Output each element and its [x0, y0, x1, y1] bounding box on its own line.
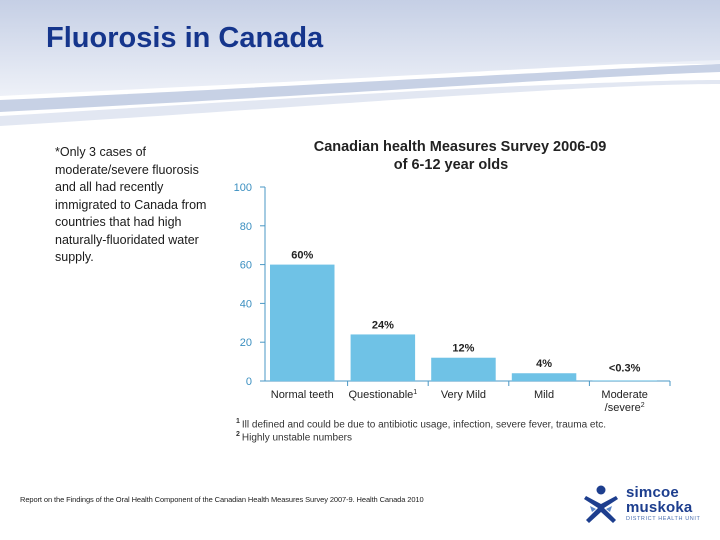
- header-band: [0, 0, 720, 126]
- source-citation: Report on the Findings of the Oral Healt…: [20, 495, 424, 504]
- x-tick-label: Very Mild: [441, 389, 486, 401]
- fluorosis-chart: Canadian health Measures Survey 2006-09 …: [225, 130, 685, 460]
- bar: [350, 334, 416, 381]
- footnote-1: 1 Ill defined and could be due to antibio…: [236, 418, 606, 430]
- x-tick-label: Mild: [534, 389, 554, 401]
- y-tick-label: 80: [240, 221, 252, 233]
- y-tick-label: 60: [240, 260, 252, 272]
- page-title: Fluorosis in Canada: [46, 22, 324, 54]
- y-tick-label: 20: [240, 337, 252, 349]
- logo-word-simcoe: simcoe: [626, 484, 679, 501]
- y-tick-label: 40: [240, 298, 252, 310]
- x-tick-superscript: 1: [413, 389, 417, 396]
- chart-svg: Canadian health Measures Survey 2006-09 …: [234, 139, 671, 414]
- chart-title-line1: Canadian health Measures Survey 2006-09: [314, 139, 607, 155]
- x-tick-superscript: 2: [641, 402, 645, 409]
- x-tick-label: /severe2: [605, 402, 645, 414]
- data-label: 60%: [291, 250, 313, 262]
- footnote-2: 2 Highly unstable numbers: [236, 431, 352, 443]
- footnote-marker: 2: [236, 431, 240, 438]
- data-label: 12%: [452, 343, 474, 355]
- simcoe-muskoka-logo: simcoe muskoka DISTRICT HEALTH UNIT: [580, 484, 710, 526]
- bar: [431, 357, 496, 381]
- x-tick-label: Moderate: [601, 389, 647, 401]
- note-text: *Only 3 cases of moderate/severe fluoros…: [55, 145, 207, 264]
- footnote-text: Highly unstable numbers: [241, 432, 352, 444]
- data-label: <0.3%: [609, 362, 641, 374]
- bar: [511, 373, 577, 381]
- y-tick-label: 0: [246, 376, 252, 388]
- bar: [592, 380, 657, 382]
- bar: [270, 264, 335, 381]
- x-tick-label: Normal teeth: [271, 389, 334, 401]
- chart-title-line2: of 6-12 year olds: [394, 157, 508, 173]
- logo-word-muskoka: muskoka: [626, 499, 693, 516]
- y-tick-label: 100: [234, 182, 252, 194]
- data-label: 24%: [372, 319, 394, 331]
- figure-logo-icon: [584, 485, 618, 523]
- data-label: 4%: [536, 358, 552, 370]
- x-tick-label: Questionable1: [348, 389, 417, 401]
- footnote-text: Ill defined and could be due to antibiot…: [241, 419, 607, 431]
- footnote-marker: 1: [236, 418, 240, 425]
- logo-subtitle: DISTRICT HEALTH UNIT: [626, 516, 701, 522]
